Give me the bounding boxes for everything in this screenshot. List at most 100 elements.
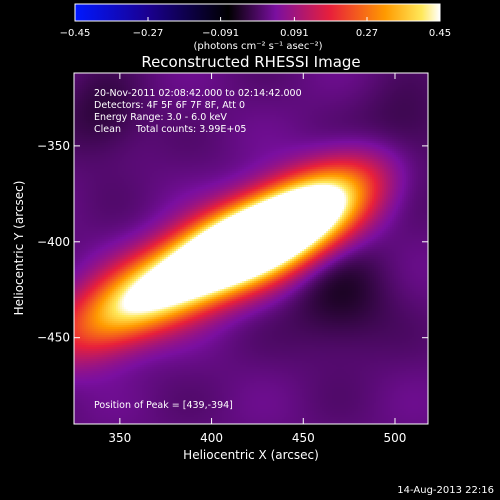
heatmap-cell bbox=[322, 99, 325, 102]
heatmap-cell bbox=[270, 119, 273, 122]
heatmap-cell bbox=[310, 97, 313, 100]
heatmap-cell bbox=[160, 119, 163, 122]
heatmap-cell bbox=[298, 83, 301, 86]
heatmap-cell bbox=[276, 115, 279, 118]
heatmap-cell bbox=[396, 117, 399, 120]
heatmap-cell bbox=[352, 105, 355, 108]
heatmap-cell bbox=[120, 73, 123, 76]
heatmap-cell bbox=[330, 93, 333, 96]
heatmap-cell bbox=[350, 115, 353, 118]
heatmap-cell bbox=[416, 87, 419, 90]
heatmap-cell bbox=[400, 107, 403, 110]
heatmap-cell bbox=[298, 121, 301, 124]
heatmap-cell bbox=[362, 99, 365, 102]
heatmap-cell bbox=[338, 103, 341, 106]
heatmap-cell bbox=[404, 85, 407, 88]
heatmap-cell bbox=[332, 115, 335, 118]
heatmap-cell bbox=[138, 117, 141, 120]
heatmap-cell bbox=[232, 105, 235, 108]
heatmap-cell bbox=[92, 101, 95, 104]
heatmap-cell bbox=[184, 89, 187, 92]
heatmap-cell bbox=[210, 81, 213, 84]
heatmap-cell bbox=[294, 101, 297, 104]
heatmap-cell bbox=[372, 113, 375, 116]
heatmap-cell bbox=[118, 123, 121, 126]
heatmap-cell bbox=[218, 95, 221, 98]
heatmap-cell bbox=[318, 121, 321, 124]
heatmap-cell bbox=[100, 93, 103, 96]
heatmap-cell bbox=[410, 127, 413, 130]
heatmap-cell bbox=[176, 97, 179, 100]
heatmap-cell bbox=[138, 109, 141, 112]
heatmap-cell bbox=[208, 85, 211, 88]
heatmap-cell bbox=[218, 91, 221, 94]
heatmap-cell bbox=[382, 93, 385, 96]
heatmap-cell bbox=[122, 103, 125, 106]
heatmap-cell bbox=[74, 119, 77, 122]
heatmap-cell bbox=[368, 81, 371, 84]
heatmap-cell bbox=[376, 111, 379, 114]
heatmap-cell bbox=[244, 97, 247, 100]
heatmap-cell bbox=[176, 117, 179, 120]
heatmap-cell bbox=[232, 125, 235, 128]
heatmap-cell bbox=[112, 77, 115, 80]
heatmap-cell bbox=[302, 91, 305, 94]
heatmap-cell bbox=[116, 125, 119, 128]
heatmap-cell bbox=[268, 83, 271, 86]
heatmap-cell bbox=[414, 85, 417, 88]
heatmap-cell bbox=[76, 127, 79, 130]
heatmap-cell bbox=[346, 111, 349, 114]
heatmap-cell bbox=[88, 77, 91, 80]
heatmap-cell bbox=[264, 111, 267, 114]
heatmap-cell bbox=[242, 77, 245, 80]
heatmap-cell bbox=[196, 117, 199, 120]
heatmap-cell bbox=[188, 125, 191, 128]
heatmap-cell bbox=[182, 105, 185, 108]
heatmap-cell bbox=[248, 99, 251, 102]
heatmap-cell bbox=[350, 81, 353, 84]
heatmap-cell bbox=[142, 95, 145, 98]
heatmap-cell bbox=[140, 113, 143, 116]
heatmap-cell bbox=[246, 81, 249, 84]
heatmap-cell bbox=[338, 75, 341, 78]
heatmap-cell bbox=[96, 113, 99, 116]
heatmap-cell bbox=[208, 97, 211, 100]
heatmap-cell bbox=[342, 97, 345, 100]
heatmap-cell bbox=[294, 125, 297, 128]
heatmap-cell bbox=[150, 93, 153, 96]
heatmap-cell bbox=[132, 101, 135, 104]
heatmap-cell bbox=[378, 91, 381, 94]
heatmap-cell bbox=[204, 99, 207, 102]
heatmap-cell bbox=[400, 123, 403, 126]
heatmap-cell bbox=[172, 81, 175, 84]
heatmap-cell bbox=[80, 113, 83, 116]
heatmap-cell bbox=[332, 85, 335, 88]
heatmap-cell bbox=[388, 103, 391, 106]
heatmap-cell bbox=[180, 117, 183, 120]
heatmap-cell bbox=[152, 85, 155, 88]
heatmap-cell bbox=[368, 107, 371, 110]
heatmap-cell bbox=[98, 113, 101, 116]
heatmap-cell bbox=[142, 83, 145, 86]
heatmap-cell bbox=[346, 97, 349, 100]
heatmap-cell bbox=[402, 77, 405, 80]
heatmap-cell bbox=[320, 83, 323, 86]
heatmap-cell bbox=[160, 117, 163, 120]
heatmap-cell bbox=[282, 97, 285, 100]
heatmap-cell bbox=[214, 123, 217, 126]
heatmap-cell bbox=[240, 109, 243, 112]
heatmap-cell bbox=[226, 117, 229, 120]
heatmap-cell bbox=[226, 93, 229, 96]
heatmap-cell bbox=[204, 121, 207, 124]
heatmap-cell bbox=[98, 121, 101, 124]
heatmap-cell bbox=[280, 115, 283, 118]
heatmap-cell bbox=[244, 99, 247, 102]
heatmap-cell bbox=[354, 81, 357, 84]
heatmap-cell bbox=[388, 83, 391, 86]
heatmap-cell bbox=[318, 89, 321, 92]
heatmap-cell bbox=[236, 85, 239, 88]
heatmap-cell bbox=[100, 91, 103, 94]
heatmap-cell bbox=[102, 125, 105, 128]
heatmap-cell bbox=[176, 75, 179, 78]
heatmap-cell bbox=[148, 77, 151, 80]
